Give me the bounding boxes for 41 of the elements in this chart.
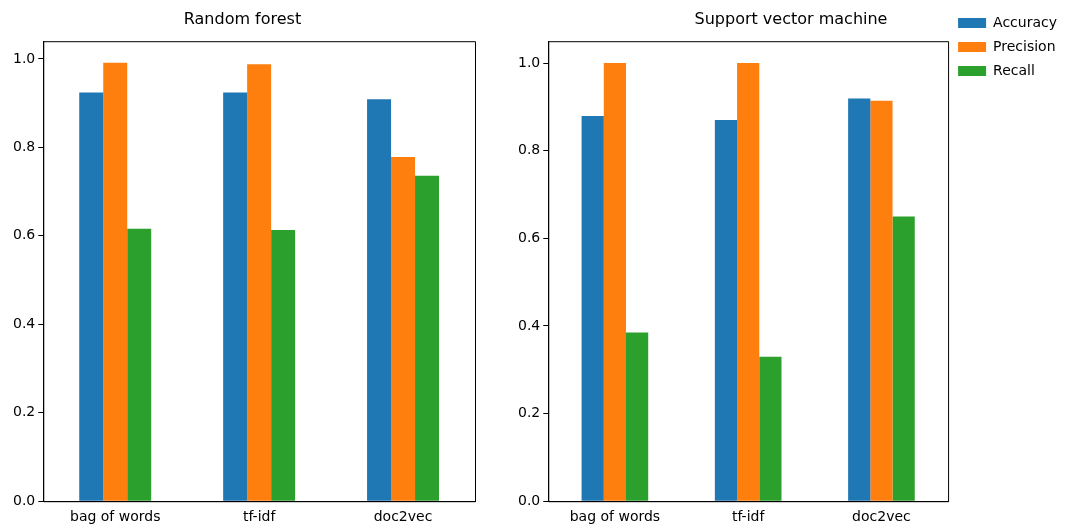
y-tick-label: 0.8 (13, 137, 36, 154)
legend-label: Accuracy (993, 13, 1058, 30)
y-tick-label: 0.2 (13, 403, 36, 420)
legend-label: Recall (993, 61, 1035, 78)
x-tick-label: bag of words (569, 508, 661, 525)
y-tick-label: 0.4 (13, 314, 36, 331)
x-tick-label: tf-idf (242, 508, 277, 525)
bar (759, 356, 782, 501)
bar (892, 216, 915, 501)
bar (103, 62, 128, 501)
y-tick-label: 0.0 (518, 491, 541, 508)
y-tick-label: 1.0 (518, 53, 541, 70)
bar (737, 63, 760, 501)
y-tick-label: 0.2 (518, 404, 541, 421)
bar (367, 99, 392, 501)
bar (581, 116, 604, 501)
legend-label: Precision (993, 37, 1056, 54)
y-tick-label: 0.6 (518, 228, 541, 245)
chart-title: Random forest (183, 8, 302, 28)
x-tick-label: bag of words (69, 508, 161, 525)
bar (79, 92, 104, 501)
bar (714, 120, 738, 501)
y-tick-label: 0.0 (13, 491, 36, 508)
bar (391, 157, 416, 501)
bar (271, 230, 296, 501)
y-tick-label: 0.4 (518, 316, 541, 333)
bar (415, 175, 440, 501)
y-tick-label: 1.0 (13, 49, 36, 66)
chart-title: Support vector machine (694, 8, 888, 28)
bar (848, 98, 871, 501)
bar (626, 332, 649, 501)
bar (223, 92, 248, 501)
bar (870, 100, 893, 501)
y-tick-label: 0.8 (518, 141, 541, 158)
bar (127, 228, 152, 501)
x-tick-label: doc2vec (852, 508, 911, 525)
x-tick-label: doc2vec (373, 508, 433, 525)
bar (247, 64, 272, 501)
x-tick-label: tf-idf (731, 508, 766, 525)
y-tick-label: 0.6 (13, 226, 36, 243)
bar (603, 63, 627, 501)
